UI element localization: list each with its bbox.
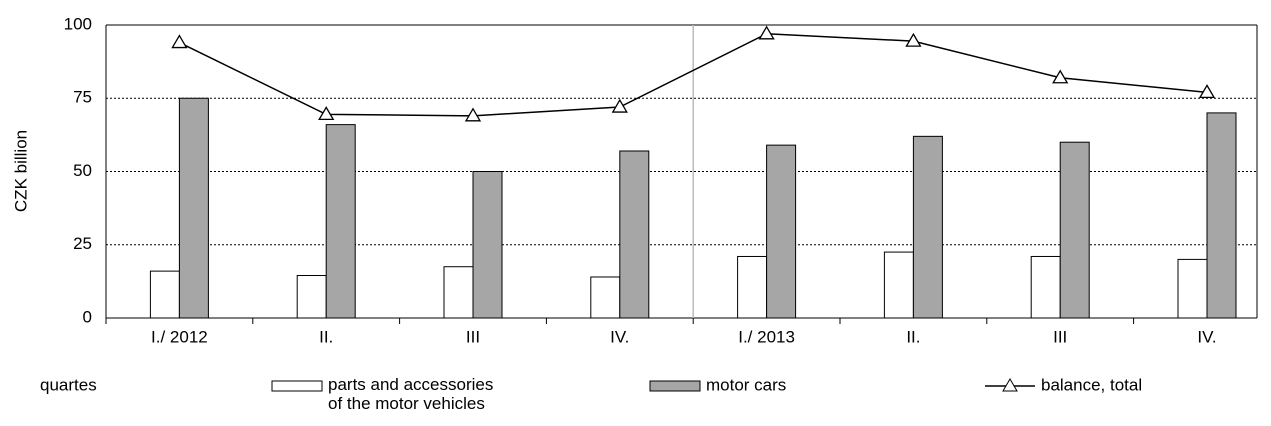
bar [590,276,621,319]
y-tick-label: 50 [73,161,92,180]
x-tick-label: IV. [1197,327,1216,346]
x-tick-label: I./ 2012 [151,327,208,346]
bar [325,124,356,319]
bar [1059,141,1090,319]
bar [912,135,943,319]
bar [766,144,797,319]
bar [472,171,503,319]
y-tick-label: 75 [73,88,92,107]
legend-swatch [271,380,323,392]
legend-label: parts and accessories of the motor vehicl… [328,375,493,413]
x-tick-label: III [1053,327,1067,346]
legend-marker [1002,378,1018,392]
marker [905,32,922,47]
marker [1052,69,1069,84]
bar [1177,258,1208,319]
bar [443,266,474,319]
bar [296,275,327,319]
marker [758,25,775,40]
marker [464,107,482,122]
y-axis-label: CZK billion [11,130,30,212]
x-tick-label: I./ 2013 [738,327,795,346]
y-tick-label: 100 [64,14,92,33]
bar [737,255,768,319]
marker [611,98,628,113]
bar [149,270,180,319]
legend-label: motor cars [706,375,786,394]
marker [171,34,188,49]
y-tick-label: 25 [73,234,92,253]
legend-label: balance, total [1041,375,1142,394]
legend-swatch [649,380,701,392]
marker [1198,84,1216,99]
x-tick-label: II. [319,327,333,346]
line [179,33,1208,117]
x-tick-label: II. [906,327,920,346]
bar [1030,255,1061,319]
x-axis-label: quartes [40,375,97,394]
y-tick-label: 0 [83,307,92,326]
x-tick-label: IV. [610,327,629,346]
bar [883,251,914,319]
bar [178,97,209,319]
bar [1206,112,1237,319]
x-tick-label: III [466,327,480,346]
bar [619,150,650,319]
marker [318,106,335,121]
